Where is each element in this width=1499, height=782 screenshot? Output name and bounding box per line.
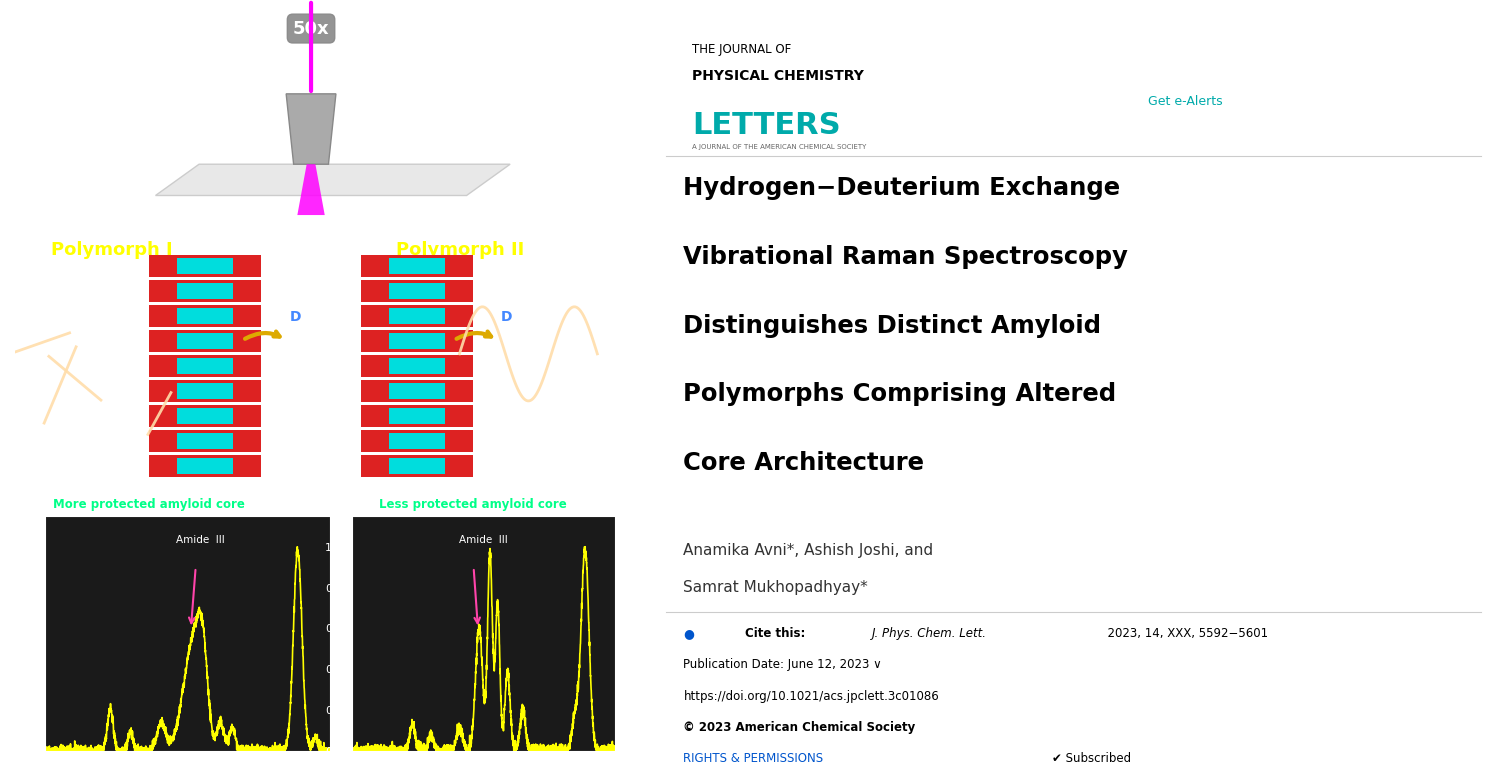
Polygon shape bbox=[361, 355, 472, 377]
X-axis label: Raman Shift (cm⁻¹): Raman Shift (cm⁻¹) bbox=[127, 773, 247, 782]
Text: Amide  III: Amide III bbox=[459, 535, 508, 544]
Polygon shape bbox=[286, 94, 336, 164]
Text: https://doi.org/10.1021/acs.jpclett.3c01086: https://doi.org/10.1021/acs.jpclett.3c01… bbox=[684, 690, 940, 703]
Polygon shape bbox=[150, 455, 261, 477]
Polygon shape bbox=[388, 308, 445, 324]
Polygon shape bbox=[156, 164, 510, 196]
Polygon shape bbox=[361, 330, 472, 352]
Text: H: H bbox=[289, 357, 301, 371]
Text: ✔ Subscribed: ✔ Subscribed bbox=[1052, 752, 1130, 766]
Polygon shape bbox=[297, 164, 325, 215]
Polygon shape bbox=[150, 405, 261, 427]
Text: H: H bbox=[501, 357, 513, 371]
Polygon shape bbox=[361, 455, 472, 477]
Text: © 2023 American Chemical Society: © 2023 American Chemical Society bbox=[684, 721, 916, 734]
Text: Anamika Avni*, Ashish Joshi, and: Anamika Avni*, Ashish Joshi, and bbox=[684, 543, 934, 558]
Text: Amide  III: Amide III bbox=[175, 535, 225, 544]
Text: Polymorph II: Polymorph II bbox=[396, 241, 525, 260]
Text: Vibrational Raman Spectroscopy: Vibrational Raman Spectroscopy bbox=[684, 245, 1129, 269]
Polygon shape bbox=[388, 283, 445, 299]
Polygon shape bbox=[388, 433, 445, 449]
Text: Samrat Mukhopadhyay*: Samrat Mukhopadhyay* bbox=[684, 580, 868, 595]
Polygon shape bbox=[177, 308, 234, 324]
Polygon shape bbox=[177, 383, 234, 399]
Polygon shape bbox=[150, 430, 261, 452]
Polygon shape bbox=[388, 408, 445, 424]
Text: A JOURNAL OF THE AMERICAN CHEMICAL SOCIETY: A JOURNAL OF THE AMERICAN CHEMICAL SOCIE… bbox=[693, 144, 866, 150]
Polygon shape bbox=[150, 280, 261, 302]
Text: Polymorph I: Polymorph I bbox=[51, 241, 172, 260]
X-axis label: Raman Shift (cm⁻¹): Raman Shift (cm⁻¹) bbox=[423, 773, 544, 782]
Text: Hydrogen−Deuterium Exchange: Hydrogen−Deuterium Exchange bbox=[684, 176, 1121, 200]
Text: J. Phys. Chem. Lett.: J. Phys. Chem. Lett. bbox=[872, 627, 986, 640]
Polygon shape bbox=[361, 380, 472, 402]
Polygon shape bbox=[177, 258, 234, 274]
Polygon shape bbox=[361, 255, 472, 277]
Polygon shape bbox=[388, 258, 445, 274]
Polygon shape bbox=[388, 383, 445, 399]
Text: D: D bbox=[501, 310, 513, 324]
Polygon shape bbox=[150, 305, 261, 327]
Polygon shape bbox=[150, 330, 261, 352]
Text: LETTERS: LETTERS bbox=[693, 111, 841, 140]
Text: PHYSICAL CHEMISTRY: PHYSICAL CHEMISTRY bbox=[693, 69, 863, 83]
Text: Less protected amyloid core: Less protected amyloid core bbox=[379, 498, 567, 511]
Text: Core Architecture: Core Architecture bbox=[684, 451, 925, 475]
Polygon shape bbox=[361, 305, 472, 327]
Polygon shape bbox=[177, 283, 234, 299]
Polygon shape bbox=[361, 405, 472, 427]
Polygon shape bbox=[177, 358, 234, 374]
Polygon shape bbox=[177, 333, 234, 349]
Polygon shape bbox=[177, 458, 234, 474]
Polygon shape bbox=[388, 358, 445, 374]
Text: 50x: 50x bbox=[292, 20, 330, 38]
Text: Get e-Alerts: Get e-Alerts bbox=[1148, 95, 1223, 109]
Text: Distinguishes Distinct Amyloid: Distinguishes Distinct Amyloid bbox=[684, 314, 1102, 338]
Text: THE JOURNAL OF: THE JOURNAL OF bbox=[693, 43, 791, 56]
Polygon shape bbox=[150, 255, 261, 277]
Polygon shape bbox=[150, 355, 261, 377]
Text: Polymorphs Comprising Altered: Polymorphs Comprising Altered bbox=[684, 382, 1117, 407]
Text: RIGHTS & PERMISSIONS: RIGHTS & PERMISSIONS bbox=[684, 752, 823, 766]
Text: More protected amyloid core: More protected amyloid core bbox=[54, 498, 246, 511]
Polygon shape bbox=[177, 433, 234, 449]
Text: D: D bbox=[289, 310, 301, 324]
Polygon shape bbox=[388, 458, 445, 474]
Polygon shape bbox=[388, 333, 445, 349]
Polygon shape bbox=[361, 430, 472, 452]
Polygon shape bbox=[150, 380, 261, 402]
Text: Publication Date: June 12, 2023 ∨: Publication Date: June 12, 2023 ∨ bbox=[684, 658, 883, 672]
Text: ●: ● bbox=[684, 627, 694, 640]
Text: 2023, 14, XXX, 5592−5601: 2023, 14, XXX, 5592−5601 bbox=[1100, 627, 1268, 640]
Polygon shape bbox=[177, 408, 234, 424]
Text: Cite this:: Cite this: bbox=[745, 627, 809, 640]
Polygon shape bbox=[361, 280, 472, 302]
Y-axis label: Raman Intensity: Raman Intensity bbox=[1, 583, 15, 684]
